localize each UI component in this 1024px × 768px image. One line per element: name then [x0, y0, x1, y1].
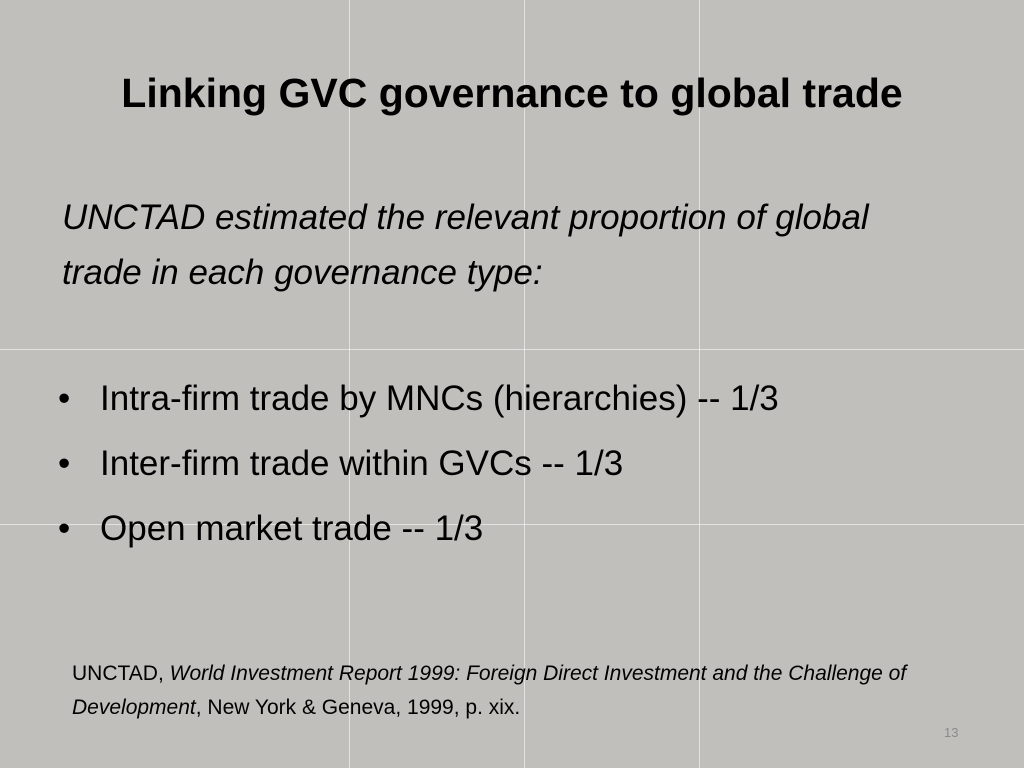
bullet-list: • Intra-firm trade by MNCs (hierarchies) … — [58, 374, 779, 569]
bullet-dot: • — [58, 444, 71, 483]
citation-details: , New York & Geneva, 1999, p. xix. — [195, 696, 521, 719]
grid-line — [0, 349, 1024, 350]
bullet-item: • Intra-firm trade by MNCs (hierarchies) … — [58, 374, 779, 439]
intro-text: UNCTAD estimated the relevant proportion… — [62, 198, 869, 292]
page-number: 13 — [944, 725, 959, 740]
citation-author: UNCTAD, — [72, 662, 164, 685]
bullet-text: Intra-firm trade by MNCs (hierarchies) -… — [100, 379, 779, 418]
citation: UNCTAD, World Investment Report 1999: Fo… — [72, 657, 972, 725]
slide-title: Linking GVC governance to global trade — [121, 70, 903, 116]
bullet-dot: • — [58, 379, 71, 418]
bullet-text: Open market trade -- 1/3 — [100, 509, 484, 548]
grid-line — [349, 0, 350, 768]
bullet-item: • Open market trade -- 1/3 — [58, 504, 779, 569]
grid-line — [0, 524, 1024, 525]
bullet-item: • Inter-firm trade within GVCs -- 1/3 — [58, 439, 779, 504]
citation-work: World Investment Report 1999: Foreign Di… — [72, 662, 907, 719]
grid-line — [699, 0, 700, 768]
grid-line — [524, 0, 525, 768]
bullet-dot: • — [58, 509, 71, 548]
bullet-text: Inter-firm trade within GVCs -- 1/3 — [100, 444, 624, 483]
